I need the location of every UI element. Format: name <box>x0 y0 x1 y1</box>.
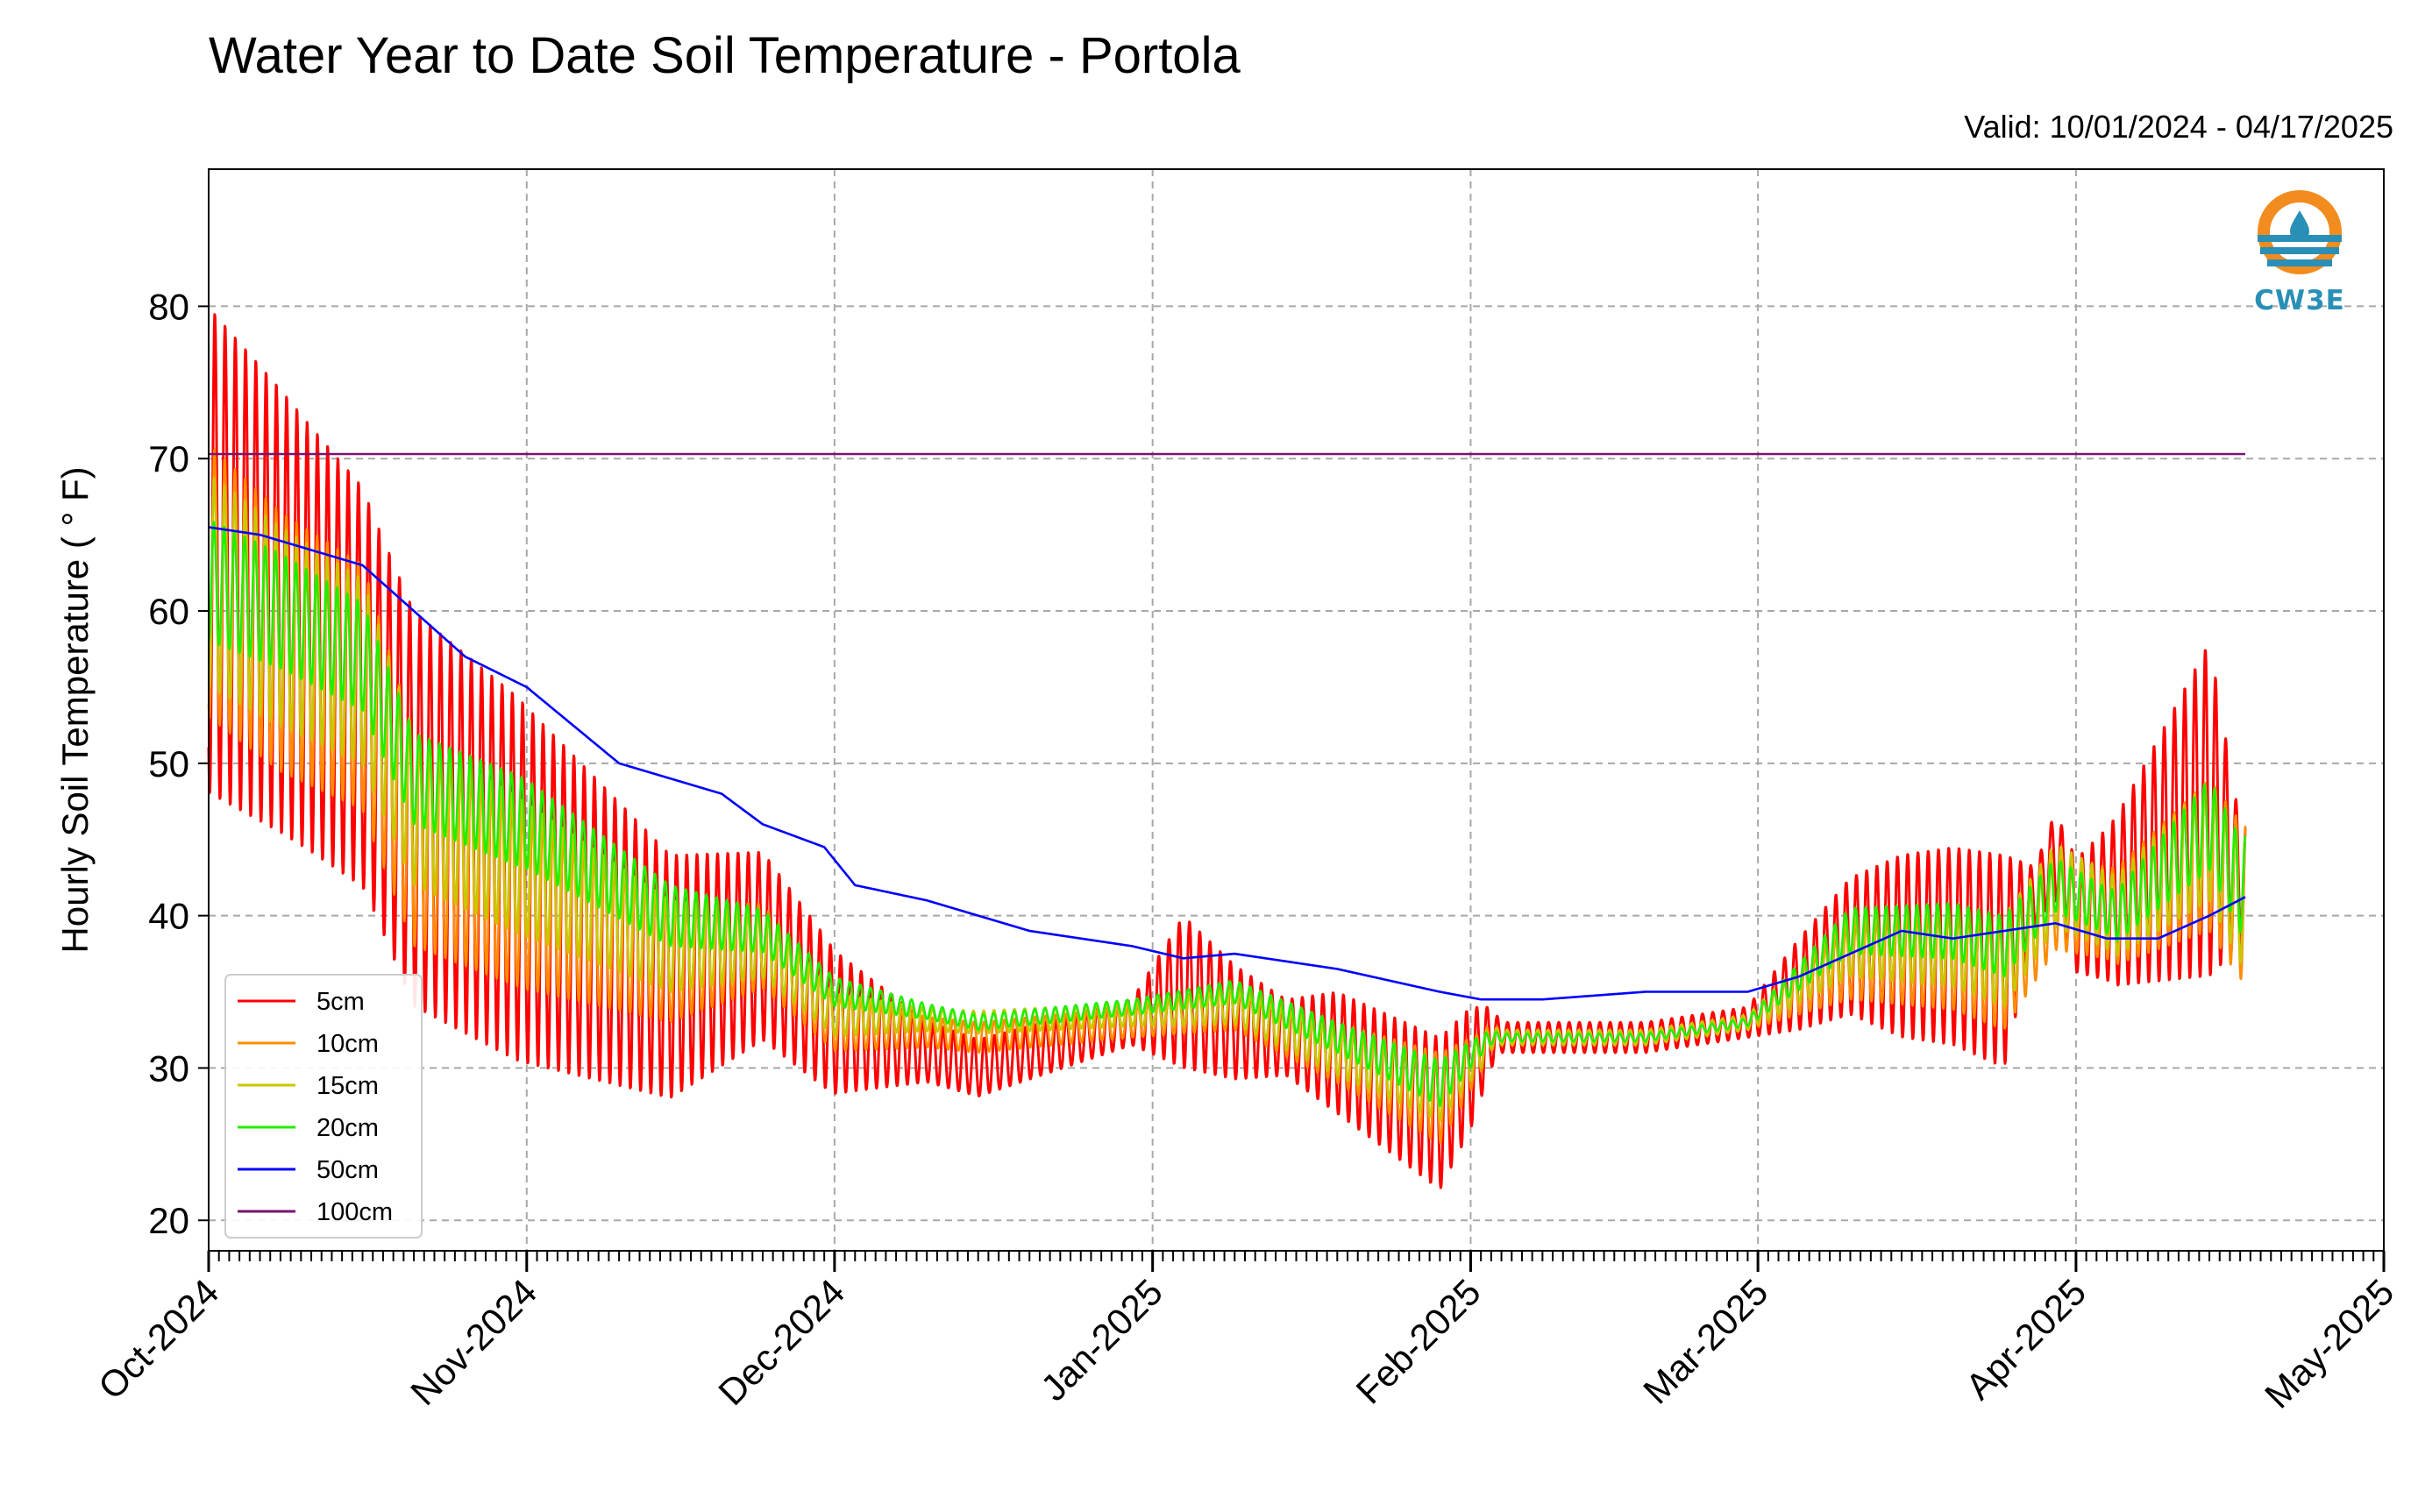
legend-label: 10cm <box>316 1030 379 1058</box>
grid-layer <box>208 169 2385 1251</box>
y-tick-label: 50 <box>148 743 189 784</box>
legend-entry-20cm: 20cm <box>238 1114 379 1142</box>
chart-subtitle: Valid: 10/01/2024 - 04/17/2025 <box>1964 109 2393 145</box>
x-tick-label: Mar-2025 <box>1635 1271 1775 1411</box>
y-tick-label: 60 <box>148 591 189 632</box>
legend-box <box>224 974 423 1239</box>
legend-entry-100cm: 100cm <box>238 1198 393 1226</box>
series-line-50cm <box>208 526 2246 1001</box>
series-line-5cm <box>207 313 2247 1189</box>
legend-label: 15cm <box>316 1072 379 1100</box>
legend-entry-5cm: 5cm <box>238 988 365 1016</box>
x-tick-label: May-2025 <box>2257 1271 2401 1416</box>
plot-frame <box>208 168 2385 1252</box>
x-tick-label: Feb-2025 <box>1348 1271 1488 1411</box>
x-tick-label: Jan-2025 <box>1033 1271 1170 1409</box>
legend-entry-15cm: 15cm <box>238 1072 379 1100</box>
x-tick-label: Oct-2024 <box>90 1271 226 1407</box>
y-tick-label: 80 <box>148 286 189 327</box>
x-tick-label: Nov-2024 <box>402 1271 544 1413</box>
legend-label: 100cm <box>316 1198 393 1226</box>
legend-label: 5cm <box>316 988 365 1016</box>
chart-title: Water Year to Date Soil Temperature - Po… <box>209 27 1241 84</box>
series-line-20cm <box>207 521 2247 1108</box>
cw3e-logo-text: CW3E <box>2254 285 2345 316</box>
y-tick-label: 20 <box>148 1200 189 1241</box>
x-tick-label: Apr-2025 <box>1958 1271 2094 1407</box>
legend-entry-10cm: 10cm <box>238 1030 379 1058</box>
y-tick-label: 70 <box>148 438 189 479</box>
legend-label: 50cm <box>316 1156 379 1184</box>
legend-label: 20cm <box>316 1114 379 1142</box>
cw3e-logo: CW3E <box>2251 184 2348 316</box>
cw3e-logo-icon <box>2258 190 2342 274</box>
y-tick-label: 30 <box>148 1047 189 1089</box>
legend-entry-50cm: 50cm <box>238 1156 379 1184</box>
y-tick-label: 40 <box>148 896 189 937</box>
y-axis-label: Hourly Soil Temperature ( ° F) <box>54 466 96 953</box>
x-tick-label: Dec-2024 <box>710 1271 852 1413</box>
legend: 5cm 10cm 15cm 20cm 50cm 100cm <box>224 974 423 1239</box>
series-layer <box>207 313 2247 1189</box>
